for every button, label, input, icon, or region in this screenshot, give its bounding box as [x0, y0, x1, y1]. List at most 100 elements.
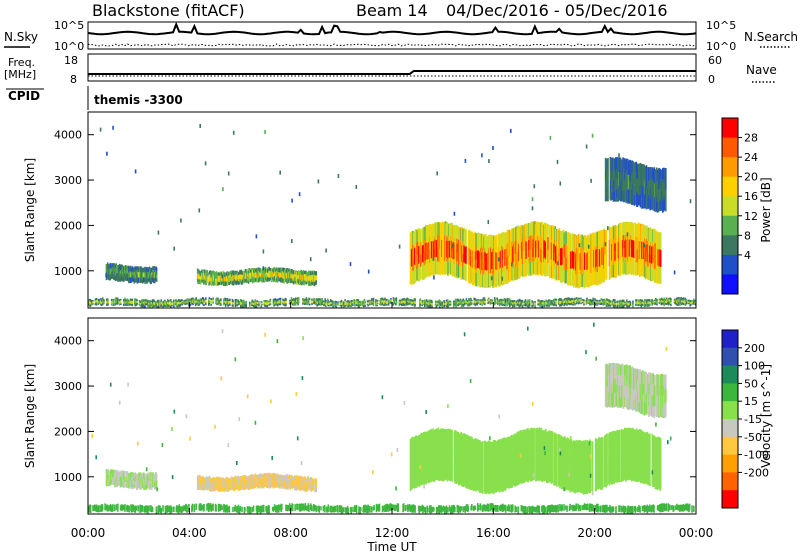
scatter-cell	[617, 304, 619, 307]
scatter-cell	[504, 302, 507, 307]
scatter-cell	[596, 302, 599, 305]
scatter-cell	[181, 508, 184, 510]
scatter-cell	[445, 508, 448, 512]
scatter-cell	[485, 253, 488, 271]
scatter-cell	[254, 304, 257, 308]
scatter-cell	[571, 250, 574, 269]
scatter-cell	[622, 261, 625, 276]
scatter-cell	[351, 301, 354, 303]
scatter-cell	[200, 503, 202, 506]
scatter-cell	[426, 303, 428, 306]
scatter-cell	[476, 302, 478, 306]
scatter-cell	[117, 509, 119, 512]
scatter-cell	[421, 301, 424, 304]
scatter-cell	[308, 505, 310, 507]
scatter-cell	[261, 505, 264, 507]
scatter-cell	[170, 303, 172, 306]
scatter-cell	[472, 259, 474, 286]
noise-speck	[481, 153, 483, 158]
scatter-cell	[513, 303, 516, 306]
scatter-cell	[614, 304, 617, 307]
nave-tick-bottom: 0	[708, 73, 715, 86]
scatter-cell	[275, 508, 277, 511]
scatter-cell	[484, 504, 487, 507]
scatter-cell	[612, 304, 615, 308]
scatter-cell	[177, 299, 180, 302]
scatter-cell	[218, 278, 221, 282]
scatter-cell	[547, 223, 549, 237]
scatter-cell	[629, 300, 631, 303]
scatter-cell	[316, 303, 319, 307]
scatter-cell	[559, 265, 562, 283]
scatter-cell	[572, 303, 574, 306]
scatter-cell	[107, 509, 110, 512]
scatter-cell	[433, 509, 435, 511]
scatter-cell	[501, 302, 504, 305]
scatter-cell	[305, 297, 308, 302]
scatter-cell	[203, 508, 205, 512]
scatter-cell	[115, 504, 118, 506]
scatter-cell	[323, 510, 326, 513]
scatter-cell	[688, 300, 690, 302]
scatter-cell	[611, 300, 614, 303]
scatter-cell	[220, 504, 223, 506]
scatter-cell	[164, 505, 167, 508]
scatter-cell	[465, 302, 468, 305]
y-tick-label: 1000	[54, 265, 82, 278]
scatter-cell	[297, 300, 300, 304]
scatter-cell	[147, 271, 149, 276]
scatter-cell	[608, 303, 611, 305]
scatter-cell	[236, 302, 238, 305]
scatter-cell	[181, 303, 184, 306]
scatter-cell	[443, 304, 446, 307]
scatter-cell	[199, 301, 202, 305]
scatter-cell	[640, 304, 643, 308]
scatter-cell	[588, 299, 590, 301]
scatter-cell	[525, 224, 528, 242]
scatter-cell	[311, 302, 313, 306]
scatter-cell	[311, 274, 314, 279]
scatter-cell	[267, 276, 269, 281]
scatter-cell	[302, 298, 304, 300]
scatter-cell	[414, 301, 416, 304]
scatter-cell	[123, 508, 125, 511]
scatter-cell	[506, 302, 509, 307]
scatter-cell	[428, 511, 431, 513]
scatter-cell	[659, 249, 662, 267]
scatter-cell	[462, 301, 465, 305]
scatter-cell	[467, 510, 469, 512]
scatter-cell	[228, 509, 231, 513]
noise-speck	[105, 273, 107, 278]
scatter-cell	[387, 504, 389, 507]
scatter-cell	[269, 271, 272, 275]
scatter-cell	[410, 303, 413, 306]
scatter-cell	[244, 508, 246, 511]
scatter-cell	[250, 269, 252, 273]
scatter-cell	[627, 303, 629, 305]
scatter-cell	[95, 299, 98, 302]
scatter-cell	[581, 234, 584, 248]
scatter-cell	[155, 301, 158, 305]
scatter-cell	[494, 261, 496, 288]
scatter-cell	[644, 298, 647, 302]
scatter-cell	[171, 302, 173, 304]
scatter-cell	[107, 301, 109, 304]
scatter-cell	[214, 503, 217, 506]
scatter-cell	[244, 304, 246, 307]
scatter-cell	[354, 299, 356, 304]
scatter-cell	[269, 274, 272, 278]
scatter-cell	[265, 301, 267, 304]
scatter-cell	[473, 505, 475, 507]
scatter-cell	[266, 300, 269, 303]
scatter-cell	[199, 271, 201, 276]
noise-speck	[626, 232, 629, 237]
scatter-cell	[251, 510, 254, 513]
scatter-cell	[155, 508, 158, 512]
scatter-cell	[424, 510, 427, 514]
scatter-cell	[453, 301, 456, 303]
scatter-cell	[482, 505, 485, 508]
scatter-cell	[520, 300, 523, 303]
scatter-cell	[113, 506, 116, 508]
scatter-cell	[117, 503, 119, 506]
scatter-cell	[229, 301, 231, 304]
